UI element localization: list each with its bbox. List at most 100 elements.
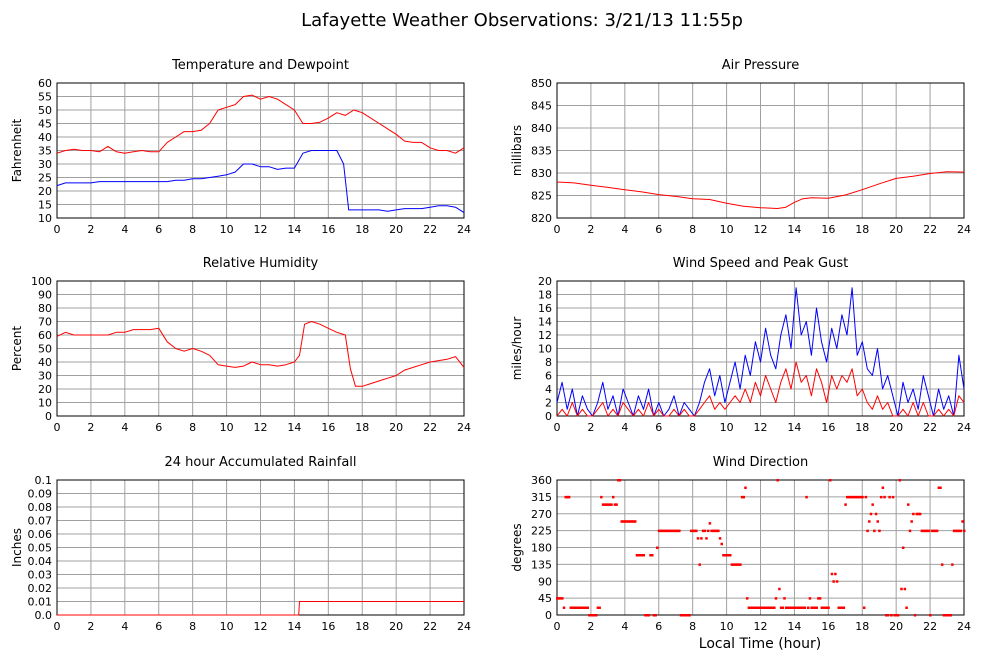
x-tick-label: 8	[189, 421, 196, 434]
x-tick-label: 18	[355, 421, 369, 434]
data-point	[610, 503, 613, 506]
x-tick-label: 12	[254, 421, 268, 434]
data-point	[744, 486, 747, 489]
x-tick-label: 10	[220, 421, 234, 434]
x-tick-label: 24	[457, 421, 471, 434]
y-tick-label: 40	[38, 356, 52, 369]
data-point	[893, 614, 896, 617]
data-point	[623, 520, 627, 523]
data-point	[632, 520, 635, 523]
data-point	[595, 614, 598, 617]
y-tick-label: 50	[38, 104, 52, 117]
chart-title: 24 hour Accumulated Rainfall	[164, 455, 356, 470]
data-point	[722, 554, 725, 557]
data-point	[823, 606, 827, 609]
y-tick-label: 40	[38, 131, 52, 144]
series-line-1	[56, 150, 465, 214]
data-point	[801, 606, 805, 609]
x-tick-label: 0	[54, 421, 61, 434]
data-point	[564, 495, 567, 499]
y-tick-label: 135	[531, 558, 552, 571]
series-line-0	[56, 94, 465, 154]
data-point	[940, 563, 944, 566]
data-point	[761, 606, 764, 609]
x-tick-label: 0	[54, 620, 61, 633]
data-point	[778, 587, 781, 591]
data-point	[907, 503, 910, 506]
data-point	[939, 486, 942, 489]
x-tick-label: 4	[121, 421, 128, 434]
data-point	[808, 597, 812, 600]
x-tick-label: 6	[655, 620, 662, 633]
x-tick-label: 8	[689, 620, 696, 633]
data-point	[929, 614, 932, 617]
x-tick-label: 14	[787, 421, 801, 434]
x-tick-label: 10	[220, 223, 234, 236]
data-point	[556, 597, 559, 600]
data-point	[817, 597, 820, 600]
series-0	[556, 479, 966, 617]
x-tick-label: 20	[389, 223, 403, 236]
x-tick-label: 4	[121, 223, 128, 236]
data-point	[671, 529, 674, 533]
data-point	[618, 479, 622, 482]
y-tick-label: 0	[545, 410, 552, 423]
y-tick-label: 360	[531, 474, 552, 487]
data-point	[608, 503, 612, 506]
data-point	[684, 614, 688, 617]
data-point	[810, 606, 813, 609]
y-tick-label: 270	[531, 508, 552, 521]
data-point	[566, 495, 569, 499]
data-point	[876, 520, 880, 523]
data-point	[579, 606, 583, 609]
y-tick-label: 0.02	[28, 582, 53, 595]
data-point	[728, 554, 732, 557]
x-tick-label: 4	[621, 620, 628, 633]
data-point	[818, 597, 822, 600]
x-tick-label: 12	[754, 421, 768, 434]
y-tick-label: 20	[38, 185, 52, 198]
data-point	[925, 529, 929, 533]
chart-title: Air Pressure	[722, 58, 800, 73]
data-point	[954, 529, 958, 533]
data-point	[805, 495, 808, 499]
data-point	[783, 597, 786, 600]
data-point	[674, 529, 678, 533]
data-point	[751, 606, 754, 609]
data-point	[832, 580, 835, 583]
data-point	[854, 495, 857, 499]
data-point	[896, 614, 900, 617]
data-point	[693, 529, 696, 533]
plot-frame	[556, 82, 965, 219]
data-point	[959, 529, 963, 533]
x-tick-label: 14	[287, 421, 301, 434]
x-tick-label: 2	[587, 223, 594, 236]
data-point	[795, 606, 798, 609]
x-tick-label: 18	[355, 223, 369, 236]
y-tick-label: 45	[538, 592, 552, 605]
data-point	[645, 614, 649, 617]
chart-title: Temperature and Dewpoint	[171, 58, 349, 73]
data-point	[644, 614, 647, 617]
data-point	[625, 520, 629, 523]
data-point	[628, 520, 632, 523]
data-point	[737, 563, 740, 566]
x-tick-label: 6	[155, 421, 162, 434]
data-point	[767, 606, 771, 609]
data-point	[725, 554, 729, 557]
data-point	[712, 529, 715, 533]
data-point	[756, 606, 759, 609]
data-point	[617, 479, 620, 482]
data-point	[754, 606, 757, 609]
data-point	[849, 495, 852, 499]
data-point	[791, 606, 795, 609]
data-point	[890, 614, 893, 617]
y-tick-label: 6	[545, 370, 552, 383]
x-tick-label: 6	[655, 223, 662, 236]
data-point	[705, 537, 708, 540]
y-tick-label: 90	[538, 575, 552, 588]
data-point	[630, 520, 634, 523]
data-point	[766, 606, 769, 609]
data-point	[884, 614, 888, 617]
